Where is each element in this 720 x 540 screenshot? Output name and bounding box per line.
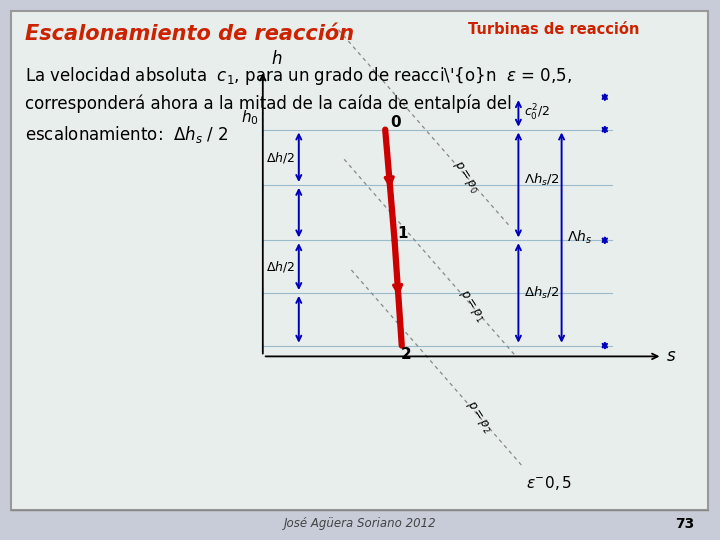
Text: Turbinas de reacción: Turbinas de reacción: [468, 22, 639, 37]
Text: $h_0$: $h_0$: [241, 108, 259, 127]
Text: $\Delta h/ 2$: $\Delta h/ 2$: [266, 150, 295, 165]
Text: $h$: $h$: [271, 50, 283, 68]
Text: $\Lambda h_s$: $\Lambda h_s$: [567, 229, 593, 246]
Text: $\mathbf{0}$: $\mathbf{0}$: [390, 114, 401, 130]
Text: $p=p_0$: $p=p_0$: [451, 158, 482, 196]
FancyBboxPatch shape: [11, 11, 708, 510]
Text: escalonamiento:  $\Delta h_s$ / 2: escalonamiento: $\Delta h_s$ / 2: [25, 124, 229, 145]
Text: La velocidad absoluta  $c_1$, para un grado de reacci\'{o}n  $\varepsilon$ = 0,5: La velocidad absoluta $c_1$, para un gra…: [25, 65, 572, 87]
Text: $\Delta h_s/ 2$: $\Delta h_s/ 2$: [524, 285, 560, 301]
Text: José Agüera Soriano 2012: José Agüera Soriano 2012: [284, 517, 436, 530]
Text: $c_0^2/2$: $c_0^2/2$: [524, 103, 550, 124]
Text: $\Delta h/ 2$: $\Delta h/ 2$: [266, 259, 295, 274]
Text: $\mathbf{1}$: $\mathbf{1}$: [397, 225, 409, 241]
Text: $\varepsilon ^{-}0,5$: $\varepsilon ^{-}0,5$: [526, 474, 572, 492]
Text: $p=p_1$: $p=p_1$: [456, 288, 487, 326]
Text: $s$: $s$: [666, 347, 676, 366]
Text: Escalonamiento de reacción: Escalonamiento de reacción: [25, 24, 354, 44]
Text: corresponderá ahora a la mitad de la caída de entalpía del: corresponderá ahora a la mitad de la caí…: [25, 94, 512, 113]
Text: 73: 73: [675, 517, 695, 531]
Text: $p=p_2$: $p=p_2$: [464, 399, 495, 436]
Text: $\Lambda h_s/ 2$: $\Lambda h_s/ 2$: [524, 172, 560, 187]
Text: $\mathbf{2}$: $\mathbf{2}$: [400, 346, 411, 362]
